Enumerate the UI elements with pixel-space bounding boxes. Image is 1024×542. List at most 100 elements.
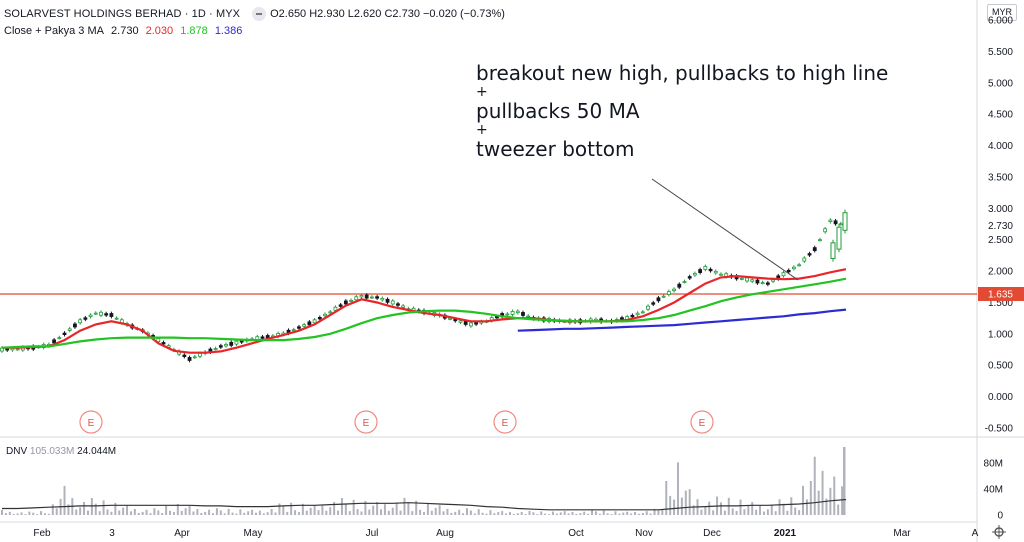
volume-bar — [438, 505, 441, 515]
candle-body — [646, 305, 650, 310]
volume-bar — [161, 513, 164, 515]
volume-bar — [837, 504, 840, 515]
candle-body — [703, 266, 708, 270]
candle-body — [239, 340, 244, 343]
candle-body — [375, 296, 380, 299]
candle-body — [510, 311, 515, 315]
earnings-marker[interactable]: E — [493, 410, 517, 434]
volume-bar — [798, 510, 801, 515]
volume-bar — [387, 510, 390, 515]
volume-bar — [610, 514, 613, 515]
time-tick-label: A — [972, 528, 979, 539]
volume-bar — [434, 507, 437, 515]
earnings-marker-label: E — [88, 418, 95, 429]
volume-bar — [802, 485, 805, 515]
annotation-line-2: pullbacks 50 MA — [476, 99, 640, 123]
volume-bar — [755, 509, 758, 515]
candle-body — [698, 269, 703, 273]
volume-label[interactable]: DNV — [6, 446, 28, 457]
earnings-marker[interactable]: E — [690, 410, 714, 434]
candle-body — [57, 337, 62, 340]
symbol-title[interactable]: SOLARVEST HOLDINGS BERHAD · 1D · MYX — [4, 7, 241, 20]
price-axis[interactable]: 6.000 5.500 5.000 4.500 4.000 3.500 3.000 2.500… — [985, 16, 1014, 435]
volume-bar — [415, 500, 418, 515]
earnings-marker[interactable]: E — [354, 410, 378, 434]
candle-body — [109, 313, 114, 317]
candle-body — [218, 345, 223, 348]
candle-body — [370, 296, 374, 299]
volume-bar — [680, 497, 683, 515]
volume-bar — [337, 510, 340, 515]
candle-body — [463, 321, 468, 325]
volume-bar — [782, 503, 785, 515]
candle-body — [187, 357, 192, 361]
volume-bar — [555, 513, 558, 515]
volume-bar — [294, 510, 297, 515]
volume-bar — [290, 502, 293, 515]
volume-bar — [843, 447, 846, 515]
volume-bar — [36, 514, 39, 515]
volume-bar — [317, 510, 320, 515]
candle-body — [781, 272, 786, 277]
price-tick-label: 5.000 — [988, 78, 1013, 89]
volume-bar — [532, 512, 535, 515]
price-tick-label: 2.500 — [988, 235, 1013, 246]
earnings-marker[interactable]: E — [79, 410, 103, 434]
price-tick-label: 4.500 — [988, 110, 1013, 121]
volume-bar — [794, 507, 797, 515]
volume-bar — [340, 498, 343, 515]
volume-bar — [137, 512, 140, 515]
resistance-price-label: 1.635 — [988, 289, 1013, 300]
volume-bar — [208, 509, 211, 515]
indicator-label[interactable]: Close + Pakya 3 MA — [4, 25, 104, 37]
currency-badge[interactable]: MYR — [987, 4, 1017, 21]
volume-bar — [649, 513, 652, 515]
volume-bar — [805, 499, 808, 515]
candle-body — [807, 253, 812, 256]
time-tick-label: Dec — [703, 528, 721, 539]
volume-bar — [473, 513, 476, 515]
volume-bar — [28, 511, 31, 515]
candle-body — [677, 283, 682, 288]
volume-bar — [759, 505, 762, 515]
volume-bar — [602, 510, 605, 515]
volume-bar — [512, 513, 515, 515]
candle-body — [640, 311, 645, 314]
price-tick-label: 2.000 — [988, 267, 1013, 278]
volume-bar — [79, 507, 82, 515]
candle-body — [713, 270, 718, 274]
volume-bar — [1, 509, 3, 515]
candle-body — [328, 311, 333, 314]
volume-bar — [145, 509, 148, 515]
candle-body — [114, 317, 119, 320]
volume-bar — [411, 511, 414, 515]
price-tick-label: 6.000 — [988, 16, 1013, 27]
volume-bar — [454, 511, 457, 515]
ma-value-blue: 1.386 — [214, 25, 243, 37]
candle-body — [771, 279, 775, 282]
candle-body — [229, 341, 234, 346]
volume-bar — [403, 497, 406, 515]
gear-icon[interactable] — [992, 525, 1006, 539]
annotation-text[interactable]: breakout new high, pullbacks to high lin… — [476, 62, 888, 160]
candle-body — [192, 356, 197, 359]
candle-body — [666, 291, 671, 295]
eye-icon[interactable] — [252, 7, 267, 21]
volume-bar — [536, 514, 539, 515]
volume-bar — [423, 512, 425, 515]
time-tick-label: 2021 — [774, 528, 797, 539]
candle-body — [104, 313, 109, 316]
annotation-arrow[interactable] — [651, 178, 799, 281]
earnings-marker-label: E — [699, 418, 706, 429]
volume-bar — [426, 503, 429, 515]
candle-body — [661, 295, 666, 298]
price-tick-label: 1.500 — [988, 298, 1013, 309]
volume-bar — [735, 510, 738, 515]
time-axis[interactable]: Feb 3 Apr May Jul Aug Oct Nov Dec 2021 Mar A — [33, 528, 978, 539]
candle-body — [755, 279, 760, 284]
candle-body — [828, 219, 833, 223]
volume-bar — [321, 504, 324, 515]
annotation-plus-2: + — [476, 122, 488, 138]
volume-bar — [391, 507, 394, 515]
